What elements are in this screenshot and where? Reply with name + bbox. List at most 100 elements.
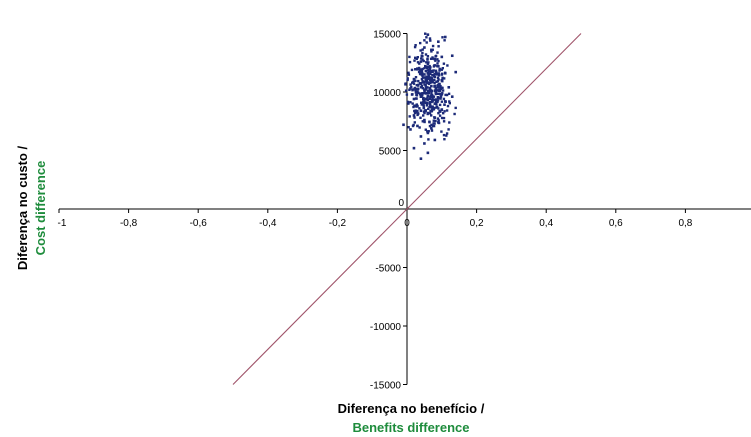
data-point [426, 69, 429, 72]
data-point [426, 72, 429, 75]
data-point [431, 100, 434, 103]
data-point [437, 86, 440, 89]
data-point [429, 76, 433, 79]
data-point [431, 79, 434, 82]
data-point [406, 100, 410, 104]
data-point [437, 78, 440, 81]
data-point [424, 98, 427, 101]
data-point [433, 89, 437, 93]
y-tick-label: -5000 [375, 264, 401, 275]
data-point [442, 62, 446, 65]
data-point [428, 37, 432, 40]
data-point [424, 32, 427, 35]
reference-line [232, 33, 582, 385]
data-point [426, 94, 429, 98]
data-point [421, 81, 425, 84]
y-tick-label: 5000 [379, 147, 402, 158]
data-point [409, 87, 412, 90]
data-point [429, 81, 432, 85]
data-point [440, 55, 444, 59]
x-tick-label: 0,4 [539, 218, 553, 229]
data-point [432, 119, 435, 122]
data-point [437, 107, 440, 110]
data-point [421, 51, 424, 55]
data-point [425, 104, 429, 107]
x-tick-label: 0,6 [609, 218, 623, 229]
data-point [426, 55, 430, 58]
data-point [416, 124, 419, 128]
data-point [416, 67, 419, 70]
data-point [443, 77, 446, 80]
data-point [418, 126, 421, 129]
data-point [450, 95, 454, 98]
data-point [417, 70, 421, 74]
data-point [447, 92, 451, 95]
data-point [422, 106, 426, 110]
data-point [438, 92, 442, 96]
data-point [438, 103, 442, 107]
data-point [408, 115, 411, 118]
data-point [442, 97, 446, 101]
data-point [422, 110, 426, 113]
data-point [433, 75, 437, 79]
data-point [412, 123, 415, 127]
data-point [415, 84, 418, 87]
data-point [422, 59, 425, 63]
data-point [426, 86, 429, 89]
data-point [413, 86, 416, 90]
data-point [413, 121, 416, 124]
data-point [437, 92, 440, 95]
data-point [412, 77, 416, 81]
data-point [437, 121, 440, 124]
data-point [438, 86, 441, 89]
data-point [424, 86, 427, 89]
data-point [439, 87, 443, 91]
data-point [437, 45, 440, 48]
data-point [414, 89, 417, 92]
data-point [433, 85, 436, 88]
data-point [437, 59, 440, 63]
data-point [440, 93, 444, 96]
data-point [423, 46, 426, 49]
data-point [436, 117, 440, 120]
data-point [416, 104, 419, 108]
data-point [416, 61, 420, 64]
data-point [428, 86, 432, 90]
data-point [407, 102, 410, 105]
y-tick-label: 0 [398, 198, 404, 209]
data-point [426, 151, 430, 155]
data-point [423, 88, 426, 91]
data-point [412, 114, 416, 117]
data-point [436, 99, 440, 102]
data-point [414, 109, 417, 112]
data-point [410, 68, 414, 72]
data-point [433, 81, 436, 84]
data-point [429, 57, 433, 60]
data-point [422, 104, 425, 107]
data-point [433, 116, 437, 120]
data-point [415, 93, 418, 96]
data-point [412, 82, 416, 85]
data-point [413, 111, 417, 115]
data-point [442, 120, 446, 123]
data-point [419, 60, 423, 63]
data-point [423, 39, 426, 42]
data-point [428, 89, 431, 93]
data-point [437, 119, 440, 122]
data-point [424, 110, 427, 113]
data-point [437, 89, 441, 92]
data-point [426, 62, 430, 66]
data-point [419, 135, 423, 138]
data-point [421, 48, 424, 51]
data-point [419, 157, 423, 160]
data-point [442, 116, 446, 120]
data-point [433, 64, 436, 67]
data-point [412, 146, 416, 150]
data-point [434, 88, 437, 91]
data-point [430, 129, 434, 132]
data-point [431, 124, 435, 128]
data-point [405, 93, 409, 96]
data-point [420, 101, 423, 104]
data-point [436, 76, 440, 80]
